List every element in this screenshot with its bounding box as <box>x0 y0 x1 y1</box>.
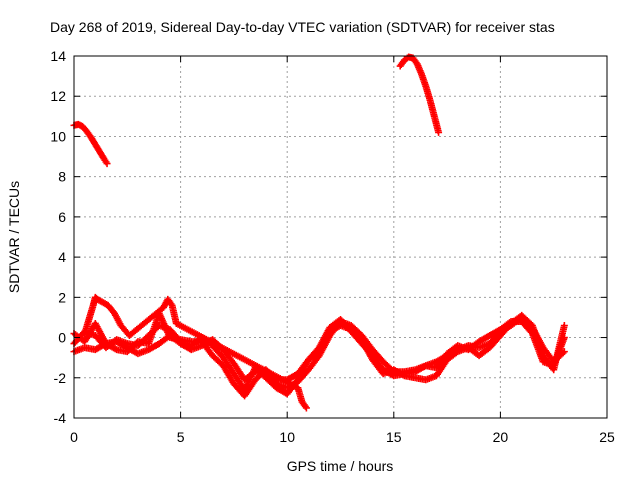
plot-frame <box>73 55 608 419</box>
x-tick-label: 15 <box>386 429 402 445</box>
y-tick-label: 8 <box>58 169 66 185</box>
y-tick-label: 6 <box>58 209 66 225</box>
grid <box>74 56 607 418</box>
data-point <box>435 128 443 136</box>
x-tick-label: 25 <box>599 429 615 445</box>
x-tick-label: 20 <box>493 429 509 445</box>
y-tick-label: -4 <box>54 410 67 426</box>
y-tick-label: 0 <box>58 330 66 346</box>
y-tick-label: -2 <box>54 370 67 386</box>
y-tick-label: 12 <box>50 88 66 104</box>
y-tick-label: 10 <box>50 128 66 144</box>
x-tick-label: 5 <box>177 429 185 445</box>
chart-title: Day 268 of 2019, Sidereal Day-to-day VTE… <box>50 19 555 35</box>
data-point <box>399 371 407 379</box>
y-tick-label: 14 <box>50 48 66 64</box>
x-tick-label: 0 <box>70 429 78 445</box>
y-tick-label: 4 <box>58 249 66 265</box>
axes: 0 5 10 15 20 25 -4 -2 0 2 4 6 8 10 12 14 <box>50 48 615 445</box>
y-tick-label: 2 <box>58 289 66 305</box>
x-tick-label: 10 <box>279 429 295 445</box>
data-point <box>103 160 111 168</box>
y-axis-label: SDTVAR / TECUs <box>6 181 22 293</box>
data-marks <box>70 53 568 412</box>
data-point <box>111 345 119 353</box>
data-point <box>167 300 175 308</box>
data-point <box>302 404 310 412</box>
data-point <box>560 321 568 329</box>
data-point <box>301 402 309 410</box>
x-axis-label: GPS time / hours <box>287 458 394 474</box>
